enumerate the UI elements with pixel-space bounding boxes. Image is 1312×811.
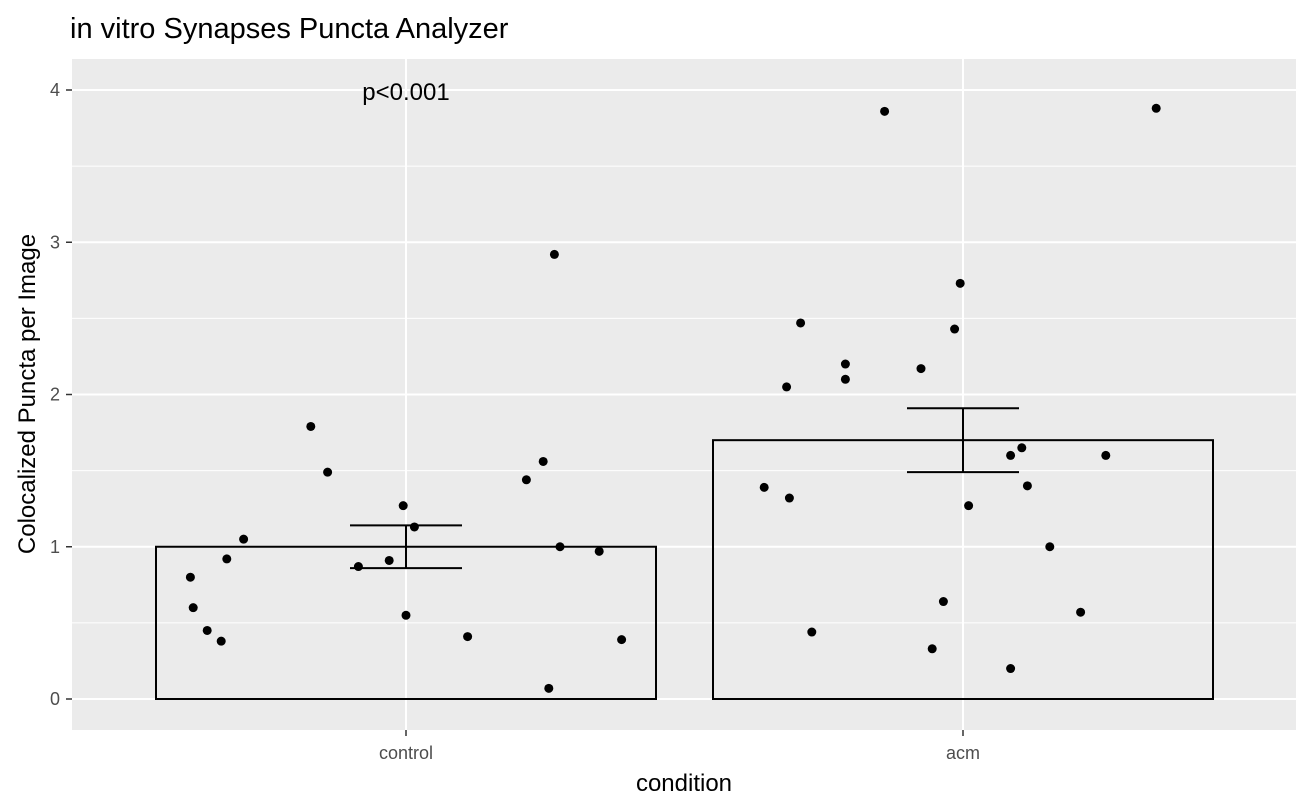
y-axis: 0 1 2 3 4 [50, 80, 72, 709]
data-point-acm [782, 382, 792, 392]
data-point-acm [840, 374, 850, 384]
data-point-control [306, 421, 316, 431]
data-points [185, 103, 1161, 693]
data-point-control [521, 475, 531, 485]
data-point-acm [964, 501, 974, 511]
data-point-acm [840, 359, 850, 369]
data-point-control [185, 572, 195, 582]
x-axis: control acm [379, 730, 980, 763]
data-point-acm [807, 627, 817, 637]
data-point-control [594, 546, 604, 556]
data-point-acm [916, 364, 926, 374]
error-bar-control [350, 524, 462, 570]
y-tick-label: 3 [50, 232, 60, 252]
data-point-control [222, 554, 232, 564]
grid-minor [72, 165, 1296, 624]
data-point-acm [950, 324, 960, 334]
y-tick-label: 2 [50, 385, 60, 405]
data-point-acm [1045, 542, 1055, 552]
data-point-acm [784, 493, 794, 503]
chart-title: in vitro Synapses Puncta Analyzer [70, 13, 509, 45]
x-tick-label: control [379, 743, 433, 763]
data-point-acm [880, 106, 890, 116]
x-axis-title: condition [636, 770, 732, 797]
data-point-control [188, 603, 198, 613]
data-point-control [555, 542, 565, 552]
data-point-acm [759, 482, 769, 492]
data-point-control [617, 635, 627, 645]
y-axis-title: Colocalized Puncta per Image [14, 234, 41, 554]
data-point-acm [1006, 450, 1016, 460]
data-point-control [216, 636, 226, 646]
y-tick-label: 0 [50, 689, 60, 709]
data-point-acm [1101, 450, 1111, 460]
data-point-acm [1022, 481, 1032, 491]
data-point-acm [1006, 664, 1016, 674]
data-point-control [398, 501, 408, 511]
data-point-control [538, 456, 548, 466]
data-point-acm [938, 597, 948, 607]
error-bar-acm [907, 407, 1019, 474]
data-point-control [401, 610, 411, 620]
data-point-control [549, 249, 559, 259]
data-point-control [202, 625, 212, 635]
data-point-control [323, 467, 333, 477]
data-point-control [544, 683, 554, 693]
data-point-acm [927, 644, 937, 654]
data-point-acm [1076, 607, 1086, 617]
y-tick-label: 1 [50, 537, 60, 557]
data-point-control [239, 534, 249, 544]
data-point-control [463, 632, 473, 642]
data-point-acm [955, 278, 965, 288]
data-point-control [409, 522, 419, 532]
data-point-acm [1017, 443, 1027, 453]
x-tick-label: acm [946, 743, 980, 763]
error-bars [350, 407, 1019, 570]
data-point-acm [796, 318, 806, 328]
y-tick-label: 4 [50, 80, 60, 100]
data-point-acm [1151, 103, 1161, 113]
data-point-control [353, 562, 363, 572]
p-value-annotation: p<0.001 [362, 79, 449, 106]
data-point-control [384, 555, 394, 565]
